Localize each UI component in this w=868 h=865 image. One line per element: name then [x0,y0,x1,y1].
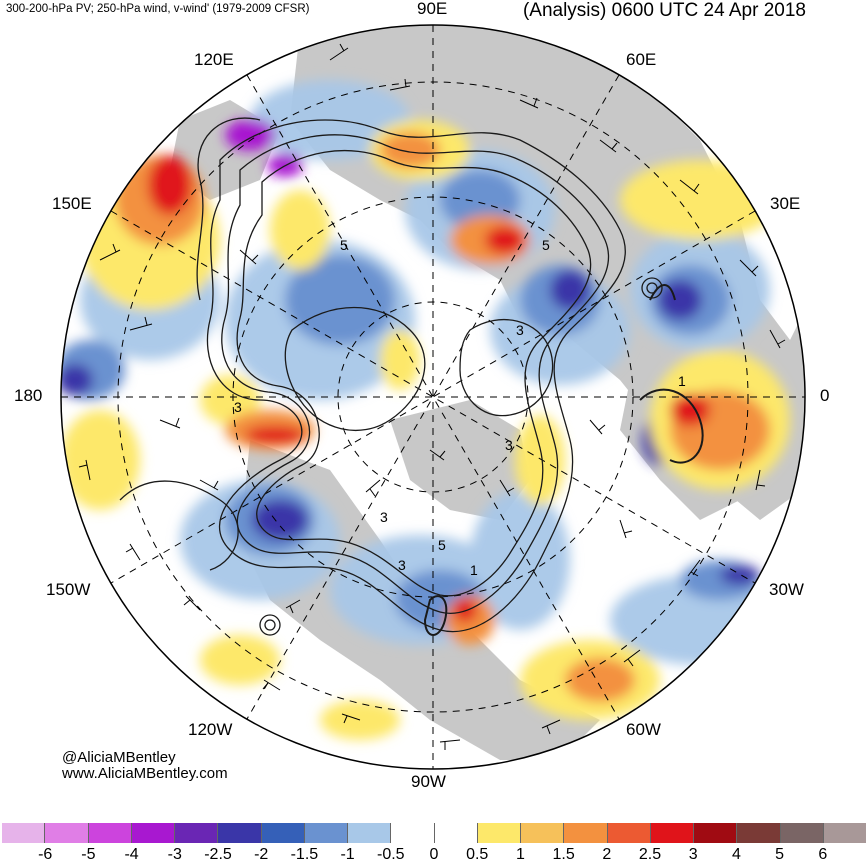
longitude-label-60e: 60E [626,50,657,69]
contour-label: 3 [516,322,524,338]
colorbar-swatch [304,823,348,843]
colorbar-ticks: -6 -5 -4 -3 -2.5 -2 -1.5 -1 -0.5 0 0.5 1 1.5 2 2.5 3 4 5 6 [2,846,866,864]
colorbar-swatch [175,823,219,843]
colorbar-tick-label: -3 [167,846,182,863]
contour-label: 5 [340,237,348,253]
map-title: (Analysis) 0600 UTC 24 Apr 2018 [522,0,806,21]
longitude-label-0: 0 [820,386,830,405]
longitude-label-60w: 60W [626,720,661,739]
colorbar-swatch [391,823,435,843]
colorbar-swatch [650,823,694,843]
contour-label: 1 [470,562,478,578]
longitude-label-90e: 90E [417,0,448,18]
pv-contours [119,117,704,636]
contour-labels: 3 3 5 5 3 1 1 3 5 3 [234,237,686,578]
contour-label: 3 [398,557,406,573]
credit-handle: @AliciaMBentley [62,749,176,766]
contour-label: 5 [542,237,550,253]
longitude-label-30e: 30E [770,194,801,213]
colorbar-tick-label: 1 [515,846,525,863]
credits: @AliciaMBentley www.AliciaMBentley.com [62,750,228,782]
colorbar-swatch [607,823,651,843]
colorbar-tick-label: 6 [818,846,828,863]
colorbar-tick-label: -4 [124,846,139,863]
colorbar-tick-label: 0.5 [466,846,489,863]
colorbar-swatch [348,823,392,843]
colorbar-swatch [477,823,521,843]
polar-map: 3 3 5 5 3 1 1 3 5 3 [60,24,806,770]
colorbar-tick-label: -1.5 [290,846,319,863]
contour-label: 3 [505,437,513,453]
colorbar-swatch [521,823,565,843]
colorbar-swatch [45,823,89,843]
colorbar-swatch [218,823,262,843]
wind-barbs [78,43,786,750]
colorbar-swatch [823,823,866,843]
colorbar-tick-label: 2.5 [638,846,662,863]
longitude-label-120w: 120W [188,720,233,739]
colorbar-tick-label: 3 [688,846,698,863]
longitude-label-120e: 120E [194,50,234,69]
colorbar-tick-label: -2 [254,846,269,863]
map-border [60,24,806,770]
colorbar-tick-label: 2 [602,846,612,863]
longitude-label-150w: 150W [46,580,91,599]
contour-label: 5 [438,537,446,553]
colorbar-tick-label: 4 [731,846,741,863]
colorbar-tick-label: -1 [340,846,355,863]
credit-website: www.AliciaMBentley.com [62,765,228,782]
colorbar-tick-label: 0 [429,846,439,863]
colorbar-swatch [564,823,608,843]
colorbar-tick-label: -6 [38,846,53,863]
longitude-label-90w: 90W [411,772,446,791]
map-disk: 3 3 5 5 3 1 1 3 5 3 [61,25,805,769]
colorbar-swatch [434,823,478,843]
colorbar-swatch [694,823,738,843]
colorbar-swatch [261,823,305,843]
colorbar-tick-label: -0.5 [377,846,405,863]
contour-label: 3 [380,509,388,525]
colorbar [2,823,866,843]
colorbar-swatch [88,823,132,843]
colorbar-tick-label: 5 [775,846,785,863]
longitude-label-30w: 30W [769,580,804,599]
colorbar-swatch [2,823,46,843]
colorbar-tick-label: -5 [81,846,96,863]
colorbar-tick-label: 1.5 [552,846,575,863]
longitude-label-150e: 150E [52,194,92,213]
contour-label: 1 [678,373,686,389]
contour-label: 3 [234,399,242,415]
colorbar-tick-label: -2.5 [204,846,232,863]
colorbar-swatch [737,823,781,843]
colorbar-swatch [780,823,824,843]
pv-anomaly-shading [61,80,790,740]
longitude-label-180: 180 [14,386,43,405]
colorbar-swatch [131,823,175,843]
map-subtitle: 300-200-hPa PV; 250-hPa wind, v-wind' (1… [6,3,310,15]
